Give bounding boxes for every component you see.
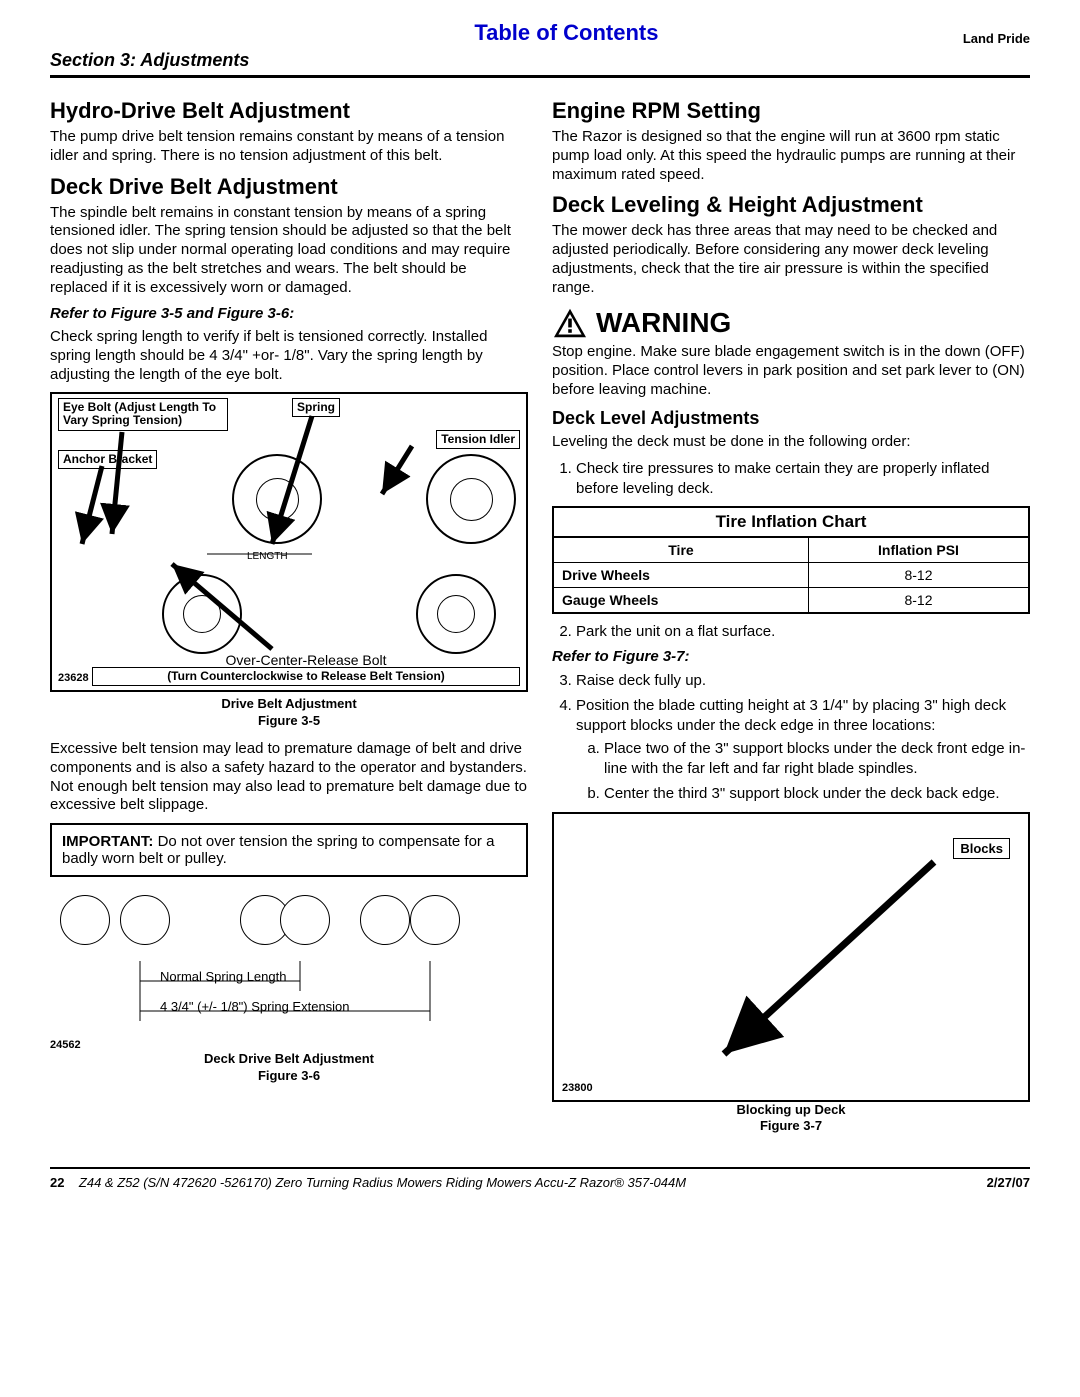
ref-fig37: Refer to Figure 3-7: [552,648,1030,667]
footer-date: 2/27/07 [987,1175,1030,1190]
main-columns: Hydro-Drive Belt Adjustment The pump dri… [50,92,1030,1145]
steps-list-cont2: Raise deck fully up. Position the blade … [552,671,1030,804]
toc-link[interactable]: Table of Contents [170,20,963,46]
figure-3-7: Blocks 23800 [552,812,1030,1102]
label-turn-ccw: (Turn Counterclockwise to Release Belt T… [92,667,520,686]
brand-label: Land Pride [963,31,1030,46]
important-box: IMPORTANT: Do not over tension the sprin… [50,823,528,877]
header-row: Table of Contents Land Pride [50,20,1030,46]
step-4-text: Position the blade cutting height at 3 1… [576,697,1006,734]
step-4: Position the blade cutting height at 3 1… [576,696,1030,804]
tire-chart-title: Tire Inflation Chart [553,507,1029,537]
heading-rpm: Engine RPM Setting [552,98,1030,124]
para-leveling: The mower deck has three areas that may … [552,222,1030,297]
footer-title: Z44 & Z52 (S/N 472620 -526170) Zero Turn… [79,1175,686,1190]
length-text: LENGTH [247,551,288,562]
figure-3-7-caption: Blocking up Deck Figure 3-7 [552,1102,1030,1136]
step-2: Park the unit on a flat surface. [576,622,1030,642]
tire-inflation-chart: Tire Inflation Chart Tire Inflation PSI … [552,506,1030,614]
page-number: 22 [50,1175,64,1190]
figure-3-5-caption: Drive Belt Adjustment Figure 3-5 [50,696,528,730]
blocks-arrow [554,814,1028,1100]
caption-line1: Deck Drive Belt Adjustment [204,1051,374,1066]
section-label: Section 3: Adjustments [50,50,1030,71]
caption-line2: Figure 3-6 [258,1068,320,1083]
para-deckdrive: The spindle belt remains in constant ten… [50,204,528,298]
normal-spring-label: Normal Spring Length [160,969,286,984]
tire-row-label: Drive Wheels [553,563,808,588]
caption-line2: Figure 3-7 [760,1118,822,1133]
spring-dim-lines [50,891,528,1051]
heading-deck-level-adj: Deck Level Adjustments [552,408,1030,429]
tire-row-val: 8-12 [808,563,1029,588]
figure-id-23800: 23800 [562,1082,593,1094]
header-rule [50,75,1030,78]
tire-col1: Tire [553,537,808,563]
ref-fig35-36: Refer to Figure 3-5 and Figure 3-6: [50,305,528,324]
label-overcenter-text: Over-Center-Release Bolt [92,652,520,668]
heading-hydro: Hydro-Drive Belt Adjustment [50,98,528,124]
steps-list: Check tire pressures to make certain the… [552,459,1030,498]
table-row: Gauge Wheels 8-12 [553,588,1029,614]
warning-triangle-icon [552,307,588,339]
steps-list-cont: Park the unit on a flat surface. [552,622,1030,642]
spring-ext-label: 4 3/4" (+/- 1/8") Spring Extension [160,999,350,1014]
figure-id-24562: 24562 [50,1039,81,1051]
para-check-spring: Check spring length to verify if belt is… [50,328,528,384]
figure-3-5: Eye Bolt (Adjust Length To Vary Spring T… [50,392,528,692]
caption-line2: Figure 3-5 [258,713,320,728]
tire-col2: Inflation PSI [808,537,1029,563]
substeps: Place two of the 3" support blocks under… [576,739,1030,804]
para-warning: Stop engine. Make sure blade engagement … [552,343,1030,399]
table-row: Drive Wheels 8-12 [553,563,1029,588]
warning-header: WARNING [552,307,1030,339]
figure-3-6-caption: Deck Drive Belt Adjustment Figure 3-6 [50,1051,528,1085]
heading-deckdrive: Deck Drive Belt Adjustment [50,174,528,200]
footer: 22 Z44 & Z52 (S/N 472620 -526170) Zero T… [50,1167,1030,1190]
tire-row-val: 8-12 [808,588,1029,614]
step-3: Raise deck fully up. [576,671,1030,691]
figure-id-23628: 23628 [58,672,89,684]
caption-line1: Blocking up Deck [736,1102,845,1117]
step-1: Check tire pressures to make certain the… [576,459,1030,498]
right-column: Engine RPM Setting The Razor is designed… [552,92,1030,1145]
step-4a: Place two of the 3" support blocks under… [604,739,1030,778]
para-hydro: The pump drive belt tension remains cons… [50,128,528,166]
caption-line1: Drive Belt Adjustment [221,696,356,711]
step-4b: Center the third 3" support block under … [604,784,1030,804]
left-column: Hydro-Drive Belt Adjustment The pump dri… [50,92,528,1145]
para-order: Leveling the deck must be done in the fo… [552,433,1030,452]
tire-row-label: Gauge Wheels [553,588,808,614]
figure-3-6: Normal Spring Length 4 3/4" (+/- 1/8") S… [50,891,528,1051]
warning-label: WARNING [596,307,731,339]
figure-arrows: LENGTH [52,394,526,690]
heading-leveling: Deck Leveling & Height Adjustment [552,192,1030,218]
para-rpm: The Razor is designed so that the engine… [552,128,1030,184]
para-excessive: Excessive belt tension may lead to prema… [50,740,528,815]
